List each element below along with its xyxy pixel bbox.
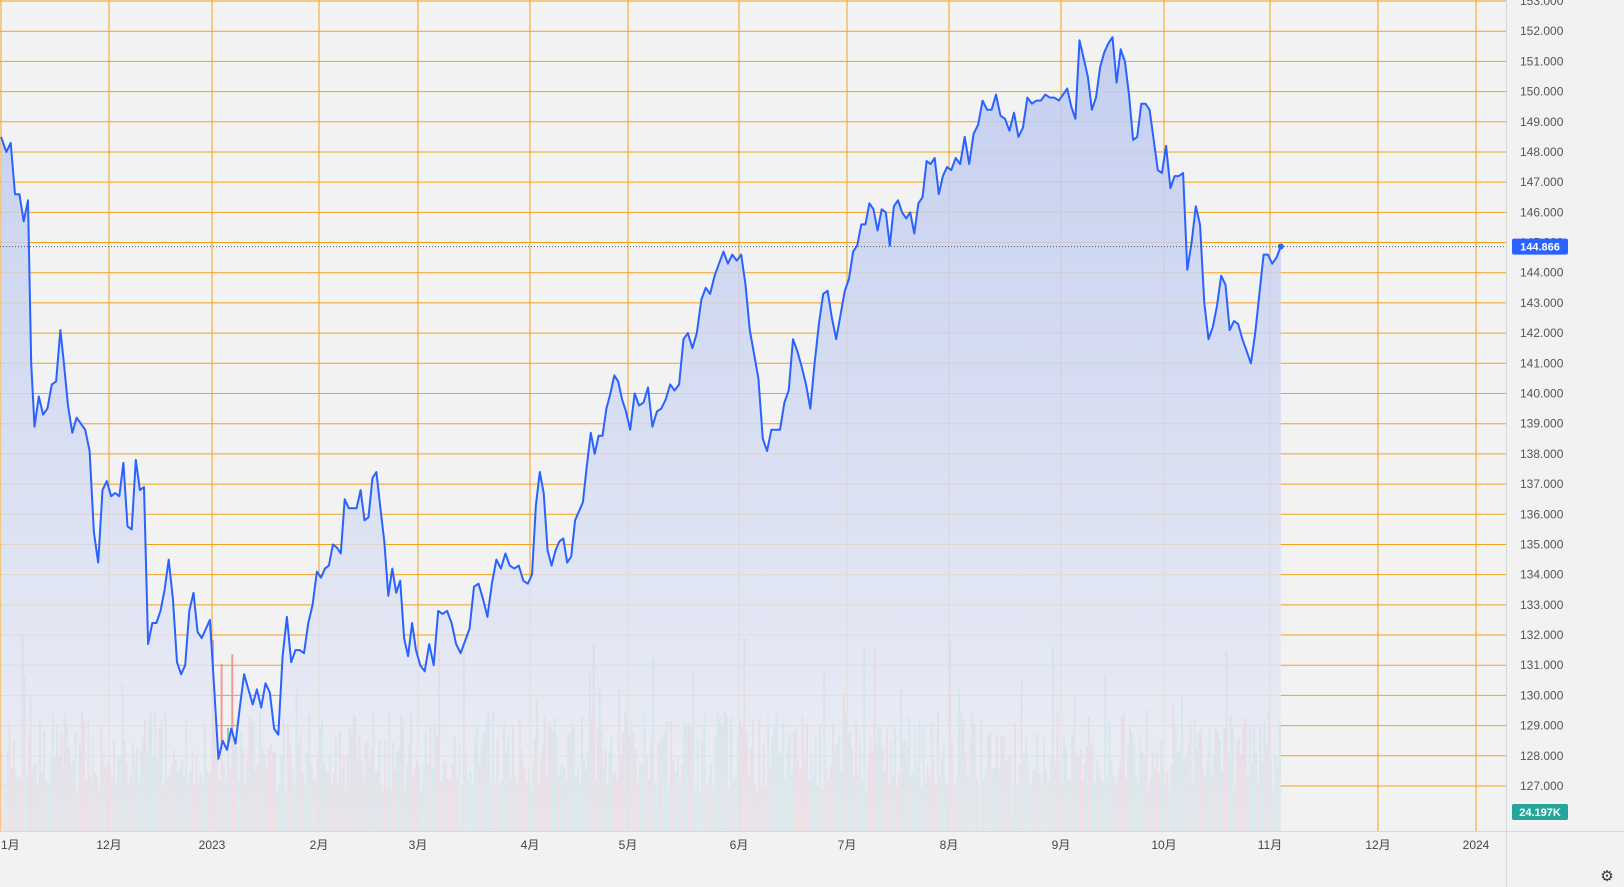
y-tick-label: 129.000 xyxy=(1520,719,1564,733)
y-tick-label: 127.000 xyxy=(1520,779,1564,793)
y-tick-label: 135.000 xyxy=(1520,537,1564,551)
y-tick-label: 149.000 xyxy=(1520,115,1564,129)
volume-label: 24.197K xyxy=(1519,807,1561,819)
y-tick-label: 147.000 xyxy=(1520,175,1564,189)
y-tick-label: 144.000 xyxy=(1520,266,1564,280)
y-tick-label: 143.000 xyxy=(1520,296,1564,310)
y-tick-label: 141.000 xyxy=(1520,356,1564,370)
y-tick-label: 142.000 xyxy=(1520,326,1564,340)
price-line-path xyxy=(0,36,1282,760)
price-area-fill xyxy=(1,37,1281,831)
y-tick-label: 150.000 xyxy=(1520,85,1564,99)
x-tick-label: 8月 xyxy=(940,838,959,852)
x-tick-label: 9月 xyxy=(1052,838,1071,852)
x-tick-label: 2月 xyxy=(310,838,329,852)
y-tick-label: 152.000 xyxy=(1520,24,1564,38)
x-tick-label: 3月 xyxy=(409,838,428,852)
x-tick-label: 2024 xyxy=(1463,838,1490,852)
x-tick-label: 1月 xyxy=(1,838,20,852)
price-line xyxy=(0,36,1284,760)
gear-icon[interactable]: ⚙ xyxy=(1600,867,1614,885)
y-tick-label: 148.000 xyxy=(1520,145,1564,159)
x-tick-label: 7月 xyxy=(838,838,857,852)
last-price-label: 144.866 xyxy=(1520,242,1560,254)
volume-tag xyxy=(1512,804,1568,820)
x-axis: 1月 12月 2023 2月 3月 4月 5月 6月 7月 8月 9月 10月 11月 12月 2024 xyxy=(1,838,1490,852)
price-tags: 144.866 24.197K xyxy=(0,238,1568,820)
x-tick-label: 2023 xyxy=(199,838,226,852)
x-tick-label: 12月 xyxy=(1365,838,1390,852)
y-tick-label: 138.000 xyxy=(1520,447,1564,461)
y-tick-label: 132.000 xyxy=(1520,628,1564,642)
x-tick-label: 10月 xyxy=(1151,838,1176,852)
y-axis: 127.000 128.000 129.000 130.000 131.000 132.0… xyxy=(1520,0,1564,793)
last-price-tag xyxy=(1512,238,1568,255)
x-tick-label: 5月 xyxy=(619,838,638,852)
x-tick-label: 11月 xyxy=(1258,838,1282,852)
y-tick-label: 136.000 xyxy=(1520,507,1564,521)
x-tick-label: 12月 xyxy=(96,838,121,852)
last-price-dot xyxy=(1277,243,1284,250)
y-tick-label: 128.000 xyxy=(1520,749,1564,763)
y-tick-label: 140.000 xyxy=(1520,387,1564,401)
y-tick-label: 139.000 xyxy=(1520,417,1564,431)
y-tick-label: 137.000 xyxy=(1520,477,1564,491)
y-tick-label: 133.000 xyxy=(1520,598,1564,612)
y-tick-label: 131.000 xyxy=(1520,658,1564,672)
x-tick-label: 6月 xyxy=(730,838,749,852)
y-tick-label: 146.000 xyxy=(1520,205,1564,219)
price-area xyxy=(1,37,1281,831)
y-tick-label: 130.000 xyxy=(1520,688,1564,702)
y-tick-label: 151.000 xyxy=(1520,54,1564,68)
y-tick-label: 134.000 xyxy=(1520,568,1564,582)
x-tick-label: 4月 xyxy=(521,838,540,852)
y-tick-label: 153.000 xyxy=(1520,0,1564,8)
